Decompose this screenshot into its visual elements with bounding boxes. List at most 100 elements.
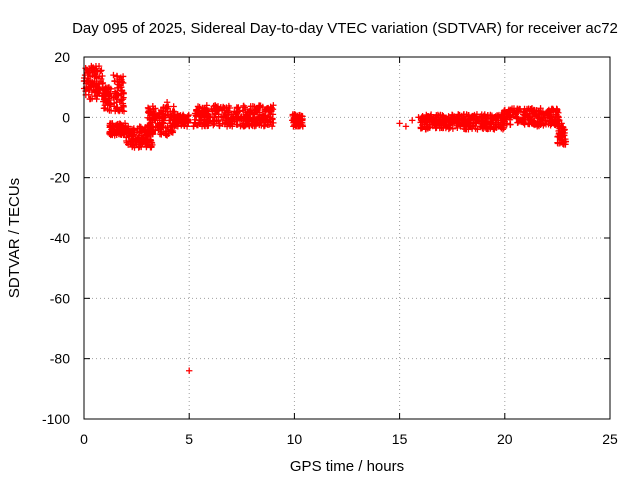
data-point: [477, 113, 484, 120]
data-point: [512, 111, 520, 118]
data-point: [193, 113, 200, 120]
data-point: [501, 118, 508, 125]
data-point: [137, 140, 145, 147]
data-point: [240, 113, 247, 120]
data-point: [473, 120, 480, 127]
x-tick-label: 20: [497, 431, 513, 447]
data-point: [289, 111, 297, 118]
data-point: [449, 125, 457, 132]
data-point: [537, 120, 545, 128]
data-point: [242, 122, 249, 129]
data-point: [114, 95, 121, 103]
data-point: [87, 95, 94, 103]
data-point: [160, 129, 168, 137]
data-point: [553, 106, 561, 113]
data-point: [517, 116, 524, 123]
data-point: [498, 124, 505, 131]
data-point: [480, 118, 488, 125]
data-point: [255, 109, 263, 116]
data-point: [195, 107, 202, 114]
data-point: [493, 121, 501, 128]
data-point: [99, 79, 107, 87]
data-point: [488, 121, 495, 128]
data-point: [119, 129, 126, 137]
data-point: [203, 102, 211, 109]
data-point: [294, 116, 302, 123]
data-point: [99, 92, 107, 99]
data-point: [106, 101, 113, 108]
data-point: [107, 131, 114, 139]
data-point: [218, 113, 225, 121]
data-point: [551, 116, 559, 124]
data-point: [226, 117, 233, 124]
data-point: [86, 73, 94, 80]
y-tick-label: 0: [62, 109, 70, 125]
y-tick-label: -40: [50, 230, 70, 246]
axis-ticks: 0 5 10 15 20 25 -100 -80 -60 -40 -20 0 20: [42, 49, 618, 447]
data-point: [113, 72, 121, 80]
data-point: [92, 83, 99, 90]
data-point: [101, 86, 109, 93]
data-point: [186, 367, 193, 374]
data-point: [483, 125, 490, 132]
data-point: [409, 117, 416, 124]
data-point: [487, 124, 494, 132]
data-point: [99, 72, 106, 80]
data-point: [514, 105, 521, 113]
data-point: [447, 114, 455, 121]
data-point: [147, 119, 155, 126]
data-point: [233, 104, 241, 111]
data-point: [140, 134, 147, 141]
data-point: [216, 122, 223, 130]
data-point: [292, 122, 300, 130]
data-point: [553, 121, 561, 128]
data-point: [206, 113, 214, 121]
data-point: [116, 79, 123, 86]
data-point: [165, 130, 172, 138]
data-point: [261, 122, 269, 129]
data-point: [557, 136, 565, 144]
data-point: [117, 74, 125, 81]
data-point: [299, 117, 306, 124]
y-tick-label: -60: [50, 290, 70, 306]
data-point: [523, 105, 531, 113]
data-point: [122, 134, 130, 141]
data-point: [417, 119, 424, 126]
data-point: [116, 107, 123, 114]
y-tick-label: -80: [50, 351, 70, 367]
data-point: [95, 85, 103, 92]
data-point: [483, 114, 491, 122]
data-point: [298, 112, 305, 120]
data-point: [522, 112, 529, 119]
data-point: [265, 107, 273, 115]
data-point: [169, 129, 176, 136]
data-point: [267, 103, 274, 111]
data-point: [148, 129, 156, 137]
data-point: [251, 122, 258, 130]
data-point: [102, 87, 109, 94]
data-point: [453, 120, 460, 128]
data-point: [491, 115, 499, 123]
data-point: [526, 114, 534, 121]
data-point: [84, 77, 91, 84]
data-point: [90, 68, 98, 76]
data-point: [554, 140, 562, 147]
data-point: [211, 110, 219, 117]
data-point: [156, 120, 163, 128]
data-point: [213, 117, 220, 124]
data-point: [443, 122, 450, 129]
data-point: [417, 125, 425, 132]
data-point: [481, 124, 489, 131]
data-point: [159, 123, 166, 131]
data-point: [431, 120, 438, 128]
y-tick-label: -100: [42, 411, 70, 427]
data-point: [151, 116, 158, 124]
data-point: [536, 116, 544, 124]
data-point: [242, 108, 249, 116]
x-tick-label: 25: [602, 431, 618, 447]
data-point: [114, 120, 122, 128]
data-point: [402, 123, 410, 130]
data-point: [438, 120, 445, 128]
